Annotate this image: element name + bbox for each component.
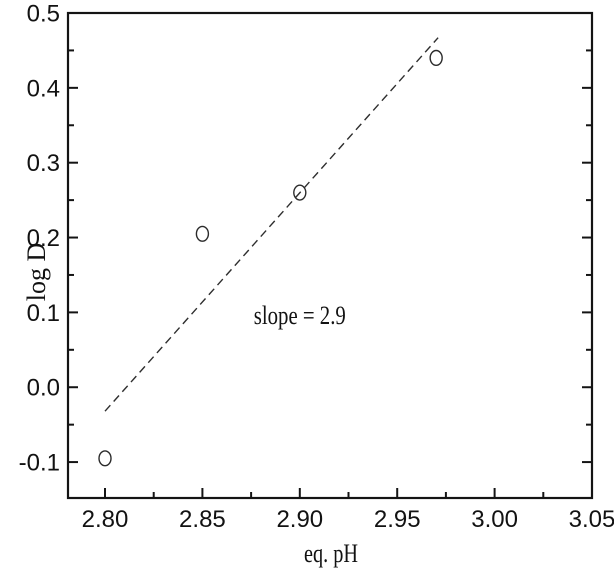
x-tick-label: 2.85 — [179, 506, 226, 533]
y-tick-label: 0.2 — [27, 225, 60, 252]
x-tick-label: 2.80 — [82, 506, 129, 533]
x-tick-label: 2.95 — [374, 506, 421, 533]
data-point — [429, 49, 443, 67]
y-tick-label: 0.4 — [27, 75, 60, 102]
data-point — [195, 225, 210, 242]
y-tick-label: -0.1 — [19, 450, 60, 477]
y-tick-label: 0.0 — [27, 375, 60, 402]
y-tick-label: 0.5 — [27, 1, 60, 28]
x-tick-label: 3.00 — [471, 506, 518, 533]
plot-frame — [66, 11, 594, 500]
x-tick-label: 3.05 — [569, 506, 614, 533]
y-axis-title: log D — [22, 243, 51, 302]
y-tick-label: 0.1 — [27, 300, 60, 327]
y-tick-label: 0.3 — [27, 150, 60, 177]
x-axis-title: eq. pH — [304, 539, 358, 568]
data-point — [293, 184, 307, 201]
slope-annotation: slope = 2.9 — [254, 301, 346, 330]
x-tick-label: 2.90 — [276, 506, 323, 533]
data-point — [98, 450, 112, 467]
trend-line — [104, 37, 439, 412]
